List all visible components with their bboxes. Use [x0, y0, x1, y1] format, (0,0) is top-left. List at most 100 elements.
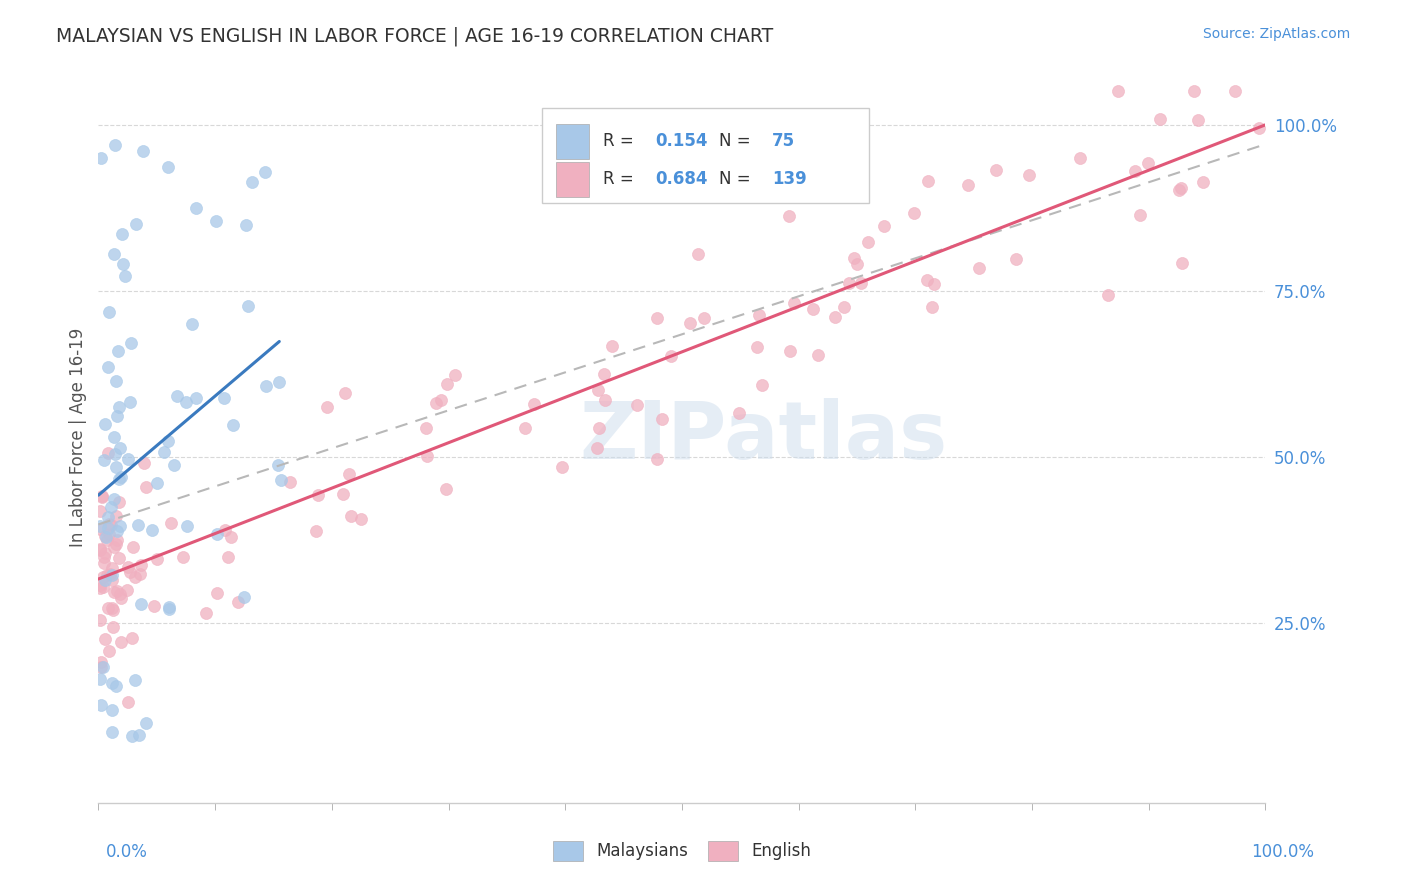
Point	[157, 600, 180, 615]
FancyBboxPatch shape	[555, 124, 589, 159]
Text: ZIPatlas: ZIPatlas	[579, 398, 948, 476]
Point	[100, 725, 122, 739]
Point	[593, 392, 616, 407]
Point	[115, 582, 138, 597]
Point	[443, 368, 465, 382]
Point	[117, 452, 139, 467]
Point	[101, 561, 124, 575]
Point	[101, 675, 124, 690]
Point	[254, 379, 277, 393]
Point	[832, 300, 855, 314]
Point	[967, 260, 990, 275]
Point	[515, 421, 537, 435]
Point	[121, 631, 143, 645]
Point	[1192, 175, 1215, 189]
Point	[233, 590, 256, 604]
Point	[1247, 121, 1270, 136]
Point	[103, 540, 125, 554]
Point	[98, 644, 121, 658]
Text: 100.0%: 100.0%	[1251, 843, 1315, 861]
Point	[600, 339, 623, 353]
Point	[89, 522, 111, 536]
Point	[186, 391, 208, 405]
Point	[219, 530, 242, 544]
FancyBboxPatch shape	[555, 161, 589, 197]
Point	[186, 201, 208, 215]
Point	[90, 151, 112, 165]
Point	[100, 518, 122, 533]
Point	[96, 533, 118, 547]
Point	[97, 526, 120, 541]
Point	[157, 434, 180, 448]
Point	[1182, 84, 1205, 98]
Text: 139: 139	[772, 170, 807, 188]
Point	[134, 456, 156, 470]
Text: N =: N =	[720, 132, 756, 150]
Point	[270, 473, 292, 487]
Point	[103, 603, 125, 617]
Point	[105, 374, 128, 388]
Point	[917, 174, 939, 188]
Point	[104, 508, 127, 523]
Point	[316, 400, 339, 414]
Point	[91, 570, 114, 584]
Point	[984, 163, 1007, 178]
Text: R =: R =	[603, 132, 638, 150]
Point	[801, 301, 824, 316]
Point	[194, 607, 217, 621]
Point	[1129, 208, 1152, 222]
Point	[693, 310, 716, 325]
Text: 0.0%: 0.0%	[105, 843, 148, 861]
Point	[110, 586, 132, 600]
Point	[101, 568, 124, 582]
Point	[89, 519, 111, 533]
Point	[728, 406, 751, 420]
Point	[415, 450, 437, 464]
Point	[131, 144, 153, 158]
Point	[89, 613, 111, 627]
Point	[779, 344, 801, 359]
Point	[117, 559, 139, 574]
Point	[120, 565, 142, 579]
Point	[1136, 156, 1159, 170]
Point	[207, 526, 229, 541]
Point	[108, 441, 131, 455]
Point	[91, 580, 114, 594]
Point	[107, 401, 129, 415]
Point	[89, 503, 111, 517]
Point	[110, 591, 132, 606]
Point	[240, 175, 263, 189]
Point	[146, 475, 169, 490]
Point	[94, 546, 117, 560]
Point	[89, 582, 111, 596]
Point	[122, 540, 145, 554]
Point	[253, 164, 276, 178]
Point	[1005, 252, 1028, 266]
Point	[97, 510, 120, 524]
Point	[585, 441, 607, 455]
Point	[415, 421, 437, 435]
Point	[205, 586, 228, 600]
Point	[112, 257, 135, 271]
Point	[124, 570, 146, 584]
Point	[96, 601, 118, 615]
Point	[117, 695, 139, 709]
Point	[588, 384, 610, 398]
Text: MALAYSIAN VS ENGLISH IN LABOR FORCE | AGE 16-19 CORRELATION CHART: MALAYSIAN VS ENGLISH IN LABOR FORCE | AG…	[56, 27, 773, 46]
Point	[1168, 183, 1191, 197]
Point	[686, 247, 709, 261]
Point	[94, 528, 117, 542]
Point	[89, 577, 111, 591]
Point	[157, 602, 180, 616]
Point	[307, 488, 329, 502]
Point	[425, 396, 447, 410]
Point	[1223, 84, 1246, 98]
Point	[101, 703, 124, 717]
Point	[160, 516, 183, 530]
Point	[100, 600, 122, 615]
Point	[335, 385, 357, 400]
Point	[128, 728, 150, 742]
Point	[104, 447, 127, 461]
Point	[176, 518, 198, 533]
Point	[851, 276, 873, 290]
